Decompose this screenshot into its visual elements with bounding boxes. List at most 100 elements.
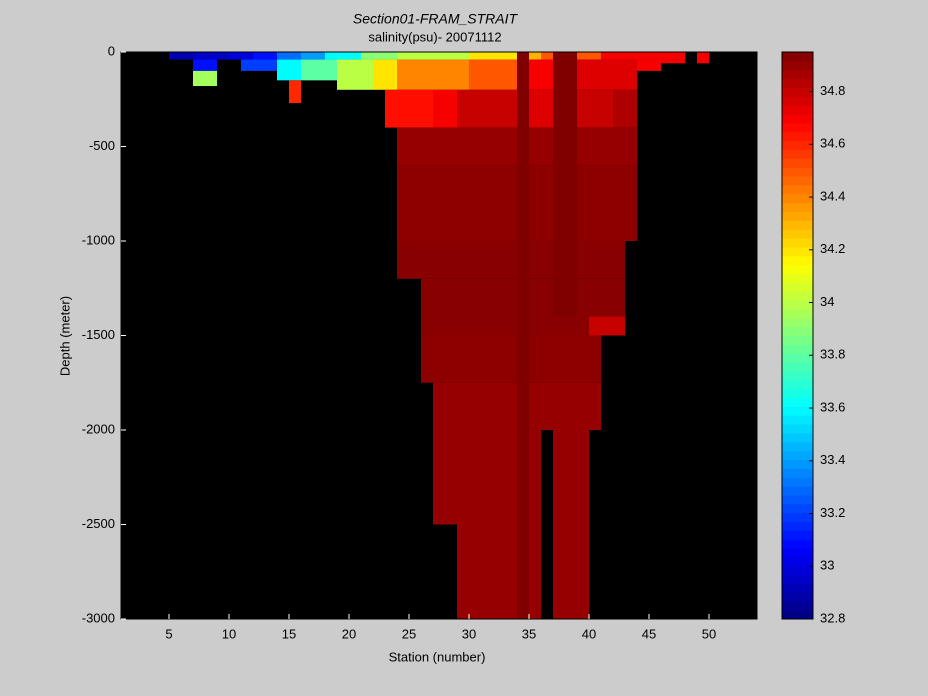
colorbar-tick-label: 34.2 xyxy=(820,241,845,256)
colorbar-segment xyxy=(782,282,813,292)
colorbar-segment xyxy=(782,468,813,478)
colorbar-segment xyxy=(782,477,813,487)
x-tick-label: 45 xyxy=(642,626,656,641)
colorbar-segment xyxy=(782,450,813,461)
cell xyxy=(289,80,301,104)
cell xyxy=(301,59,337,81)
chart-title: Section01-FRAM_STRAIT xyxy=(353,11,519,27)
colorbar-segment xyxy=(782,264,813,274)
colorbar-segment xyxy=(782,565,813,576)
cell xyxy=(541,52,553,60)
cell xyxy=(193,52,229,60)
colorbar-segment xyxy=(782,583,813,593)
cell xyxy=(553,524,589,619)
cell xyxy=(421,335,601,383)
colorbar-segment xyxy=(782,503,813,514)
cell xyxy=(469,52,517,60)
colorbar-segment xyxy=(782,96,813,106)
cell xyxy=(385,89,433,128)
colorbar-segment xyxy=(782,326,813,336)
cell xyxy=(229,52,253,60)
colorbar-segment xyxy=(782,149,813,159)
colorbar-segment xyxy=(782,308,813,319)
colorbar-segment xyxy=(782,300,813,310)
colorbar-segment xyxy=(782,114,813,124)
cell xyxy=(601,52,685,60)
cell xyxy=(529,89,553,128)
colorbar-tick-label: 34 xyxy=(820,294,834,309)
cell xyxy=(253,52,277,60)
cell xyxy=(637,59,661,71)
colorbar-tick-label: 33 xyxy=(820,558,834,573)
colorbar-segment xyxy=(782,220,813,230)
x-tick-label: 25 xyxy=(402,626,416,641)
colorbar-segment xyxy=(782,362,813,372)
y-tick-label: -1500 xyxy=(82,327,115,342)
colorbar-tick-label: 33.4 xyxy=(820,452,845,467)
colorbar-segment xyxy=(782,610,813,620)
colorbar-segment xyxy=(782,140,813,150)
cell xyxy=(517,52,529,619)
y-tick-label: 0 xyxy=(108,43,115,58)
colorbar-segment xyxy=(782,530,813,540)
colorbar-segment xyxy=(782,52,813,62)
cell xyxy=(277,59,301,81)
colorbar-segment xyxy=(782,246,813,257)
colorbar-segment xyxy=(782,353,813,363)
colorbar-segment xyxy=(782,229,813,239)
colorbar-segment xyxy=(782,592,813,602)
colorbar-segment xyxy=(782,415,813,425)
cell xyxy=(277,52,301,60)
cell xyxy=(613,89,637,128)
colorbar-segment xyxy=(782,176,813,186)
cell xyxy=(373,59,397,90)
colorbar-tick-label: 32.8 xyxy=(820,610,845,625)
colorbar-tick-label: 34.6 xyxy=(820,136,845,151)
colorbar-segment xyxy=(782,202,813,212)
colorbar-segment xyxy=(782,521,813,531)
colorbar-segment xyxy=(782,486,813,496)
colorbar-segment xyxy=(782,397,813,407)
cell xyxy=(241,59,277,71)
colorbar-segment xyxy=(782,105,813,115)
cell xyxy=(193,70,217,87)
colorbar-segment xyxy=(782,167,813,177)
cell xyxy=(469,59,517,90)
colorbar-segment xyxy=(782,441,813,452)
colorbar-segment xyxy=(782,432,813,443)
colorbar-segment xyxy=(782,556,813,567)
x-tick-label: 5 xyxy=(165,626,172,641)
cell xyxy=(553,52,577,317)
colorbar-segment xyxy=(782,494,813,505)
colorbar-segment xyxy=(782,406,813,416)
colorbar-segment xyxy=(782,344,813,354)
colorbar-segment xyxy=(782,512,813,523)
colorbar-tick-label: 34.4 xyxy=(820,188,845,203)
cell xyxy=(301,52,325,60)
colorbar-segment xyxy=(782,238,813,248)
y-tick-label: -2000 xyxy=(82,421,115,436)
colorbar-segment xyxy=(782,370,813,381)
colorbar-segment xyxy=(782,424,813,434)
cell xyxy=(325,52,361,60)
cell xyxy=(553,430,589,525)
cell xyxy=(529,52,541,60)
colorbar-tick-label: 33.2 xyxy=(820,505,845,520)
colorbar-segment xyxy=(782,388,813,399)
colorbar-segment xyxy=(782,539,813,549)
colorbar-segment xyxy=(782,122,813,133)
colorbar-segment xyxy=(782,78,813,88)
colorbar-segment xyxy=(782,459,813,469)
colorbar-segment xyxy=(782,184,813,195)
colorbar-segment xyxy=(782,548,813,558)
y-tick-label: -2500 xyxy=(82,516,115,531)
cell xyxy=(589,316,625,336)
cell xyxy=(397,52,469,60)
colorbar-segment xyxy=(782,273,813,283)
cell xyxy=(337,59,373,90)
cell xyxy=(661,59,685,64)
y-tick-label: -1000 xyxy=(82,232,115,247)
y-tick-label: -500 xyxy=(89,138,115,153)
x-tick-label: 50 xyxy=(702,626,716,641)
